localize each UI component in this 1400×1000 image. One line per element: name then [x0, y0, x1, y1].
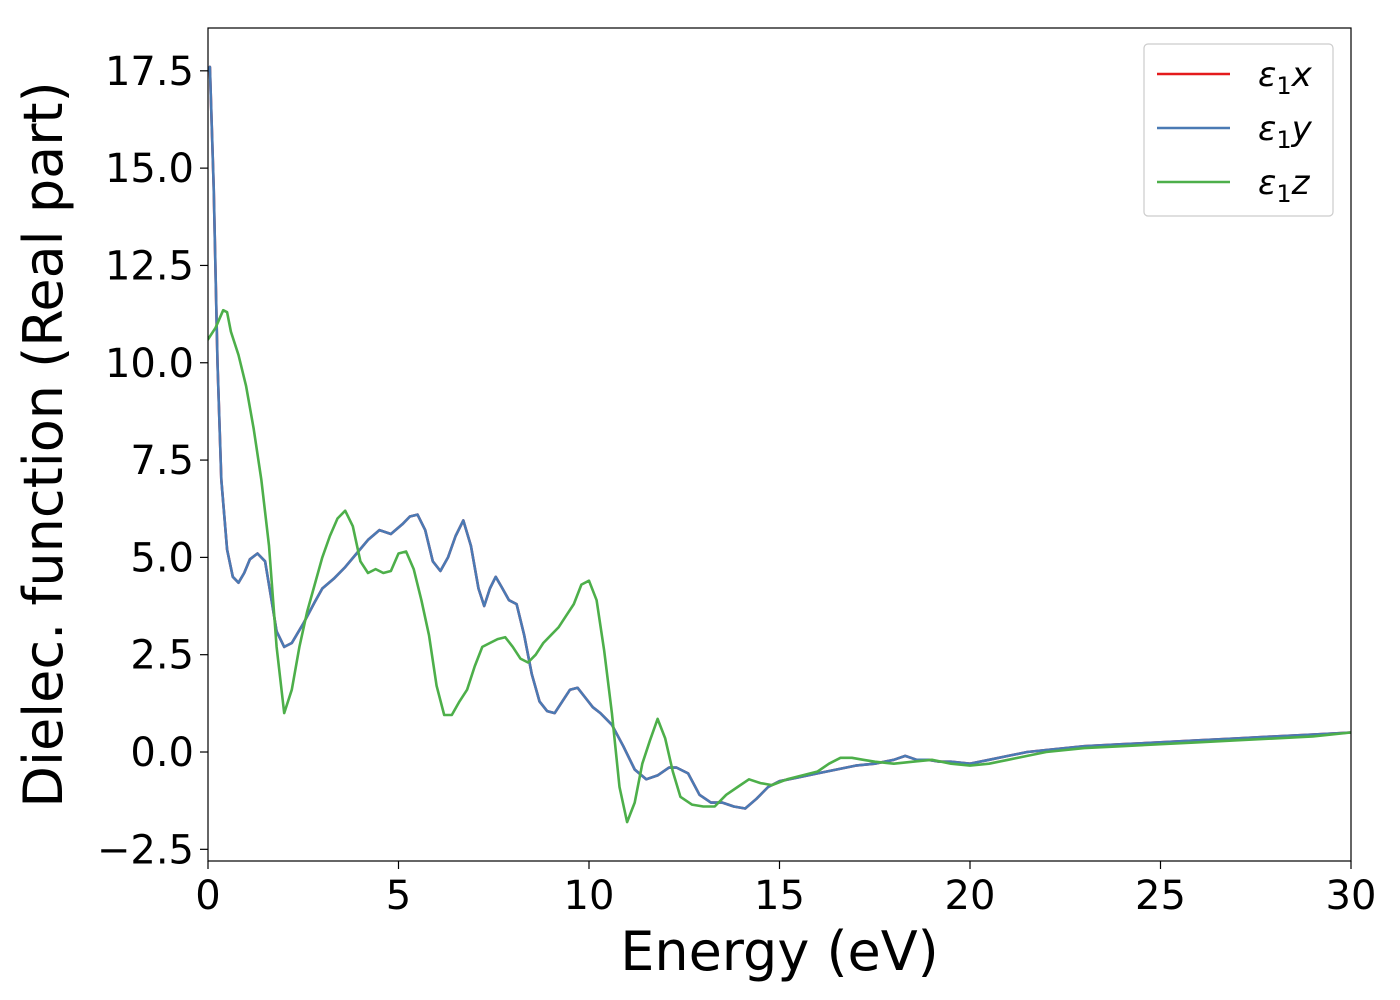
y-tick-label: 5.0 — [130, 535, 194, 581]
x-tick-label: 15 — [754, 873, 805, 919]
y-axis: −2.5 0.0 2.5 5.0 7.5 10.0 12.5 15.0 17.5 — [97, 49, 208, 873]
x-axis-label: Energy (eV) — [620, 920, 939, 983]
y-axis-label: Dielec. function (Real part) — [12, 81, 75, 807]
y-tick-label: 2.5 — [130, 633, 194, 679]
x-tick-label: 20 — [945, 873, 996, 919]
legend-label-z: ε1z — [1258, 163, 1311, 208]
y-tick-label: 10.0 — [105, 341, 194, 387]
x-tick-label: 5 — [386, 873, 411, 919]
series-layer — [208, 65, 1351, 824]
x-axis: 0 5 10 15 20 25 30 — [195, 861, 1376, 919]
x-tick-label: 0 — [195, 873, 220, 919]
legend-frame — [1143, 43, 1334, 217]
y-tick-label: 12.5 — [105, 243, 194, 289]
y-tick-label: −2.5 — [97, 827, 194, 873]
x-tick-label: 10 — [564, 873, 615, 919]
y-tick-label: 0.0 — [130, 730, 194, 776]
legend: ε1x ε1y ε1z — [1143, 43, 1334, 217]
x-tick-label: 25 — [1135, 873, 1186, 919]
legend-label-x: ε1x — [1258, 55, 1313, 100]
y-tick-label: 15.0 — [105, 146, 194, 192]
y-tick-label: 17.5 — [105, 49, 194, 95]
series-line-z — [208, 308, 1351, 824]
legend-label-y: ε1y — [1258, 109, 1313, 154]
y-tick-label: 7.5 — [130, 438, 194, 484]
x-tick-label: 30 — [1326, 873, 1377, 919]
